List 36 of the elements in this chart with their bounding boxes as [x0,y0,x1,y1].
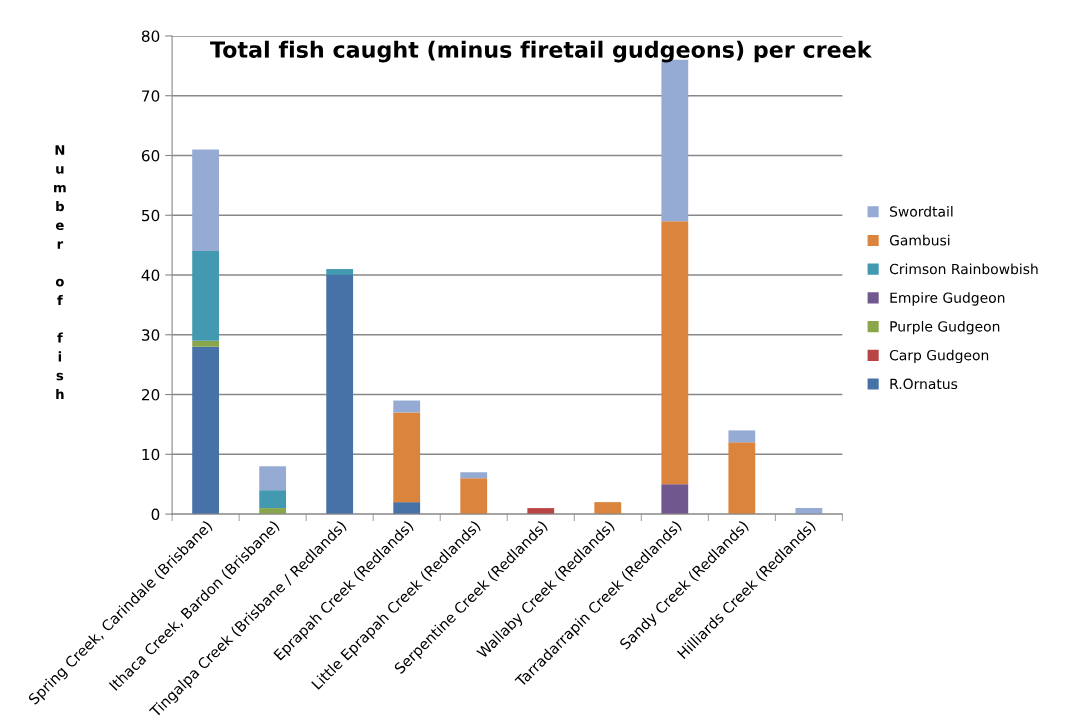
legend-label: Empire Gudgeon [890,292,1005,306]
bar [326,269,354,276]
legend-label: Purple Gudgeon [890,320,1000,335]
bar [728,430,756,443]
bar [728,442,756,515]
legend-label: Carp Gudgeon [889,349,989,364]
legend-label: Gambusi [889,234,950,246]
y-tick-label: 50 [142,209,160,222]
y-tick-label: 40 [141,269,160,282]
bar [460,478,488,515]
y-tick-label: 80 [141,30,160,42]
bar [192,340,220,347]
bar [594,502,622,515]
bar [326,275,354,515]
y-tick-label: 70 [142,90,160,102]
bar [661,484,689,515]
legend-label: Crimson Rainbowbish [889,263,1038,275]
bar [192,251,220,341]
bar [192,346,220,515]
bar [661,221,689,485]
y-tick-label: 30 [142,329,160,341]
legend-label: R.Ornatus [890,378,958,390]
chart-title: Total fish caught (minus firetail gudgeons) per creek [210,40,872,63]
bar [192,149,220,252]
bar [393,400,421,413]
bar [259,466,287,491]
text: Number of fish [54,145,66,399]
bar [393,412,421,503]
y-tick-label: 0 [151,508,160,521]
bar [393,502,421,515]
legend-label: Swordtail [890,206,953,217]
bar [259,490,287,509]
bar [460,472,488,479]
y-tick-label: 20 [141,389,160,401]
y-tick-label: 10 [142,448,160,461]
y-tick-label: 60 [141,149,160,162]
